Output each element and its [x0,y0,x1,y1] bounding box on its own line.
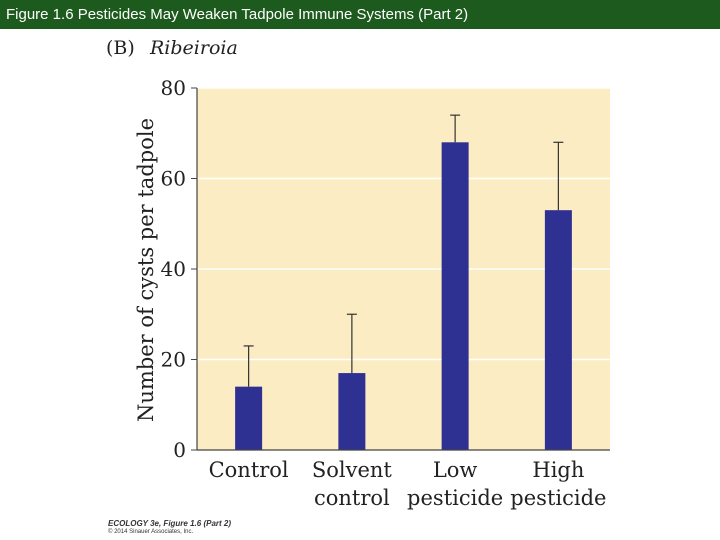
x-tick-label: Solvent control [312,458,393,510]
bar [441,142,469,451]
slide-title: Figure 1.6 Pesticides May Weaken Tadpole… [0,0,720,29]
footer-copyright: © 2014 Sinauer Associates, Inc. [108,529,194,535]
x-tick-label: High pesticide [510,458,606,510]
y-tick-label: 80 [161,76,186,100]
x-tick-label: Control [209,458,289,482]
x-tick-label: Low pesticide [407,458,503,510]
axes [191,87,610,451]
y-tick-label: 20 [161,348,186,372]
panel-letter: (B) [106,37,135,59]
error-bars [243,114,564,387]
bar [544,210,572,450]
grid-lines [197,87,610,361]
bar [338,373,366,450]
y-axis-label: Number of cysts per tadpole [134,118,158,422]
panel-organism: Ribeiroia [149,37,238,59]
y-tick-label: 60 [161,167,186,191]
bar [235,386,263,450]
y-tick-label: 0 [173,438,186,462]
y-tick-labels: 0 20 40 60 80 [161,76,186,462]
footer-credit: ECOLOGY 3e, Figure 1.6 (Part 2) © 2014 S… [108,519,231,535]
bars [235,142,572,451]
footer-source: ECOLOGY 3e, Figure 1.6 (Part 2) [108,519,231,528]
y-tick-label: 40 [161,257,186,281]
